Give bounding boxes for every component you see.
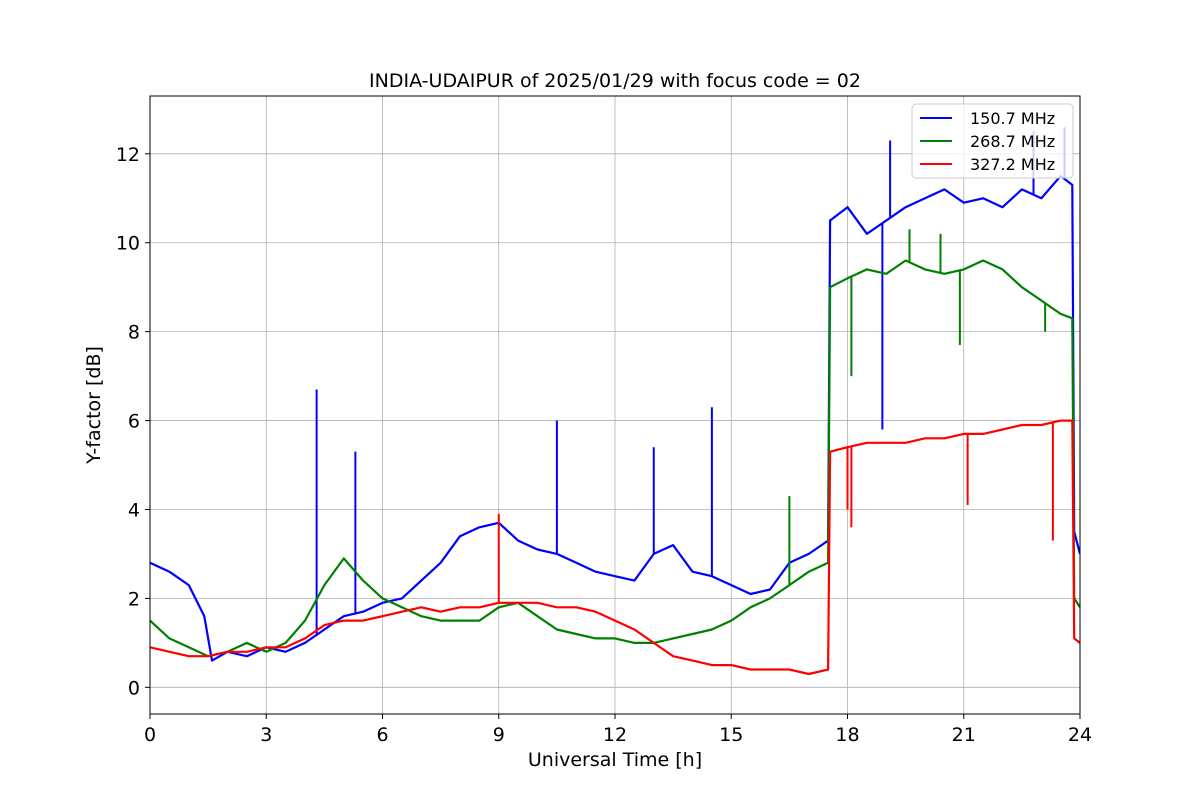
x-tick-label: 6 xyxy=(376,724,388,746)
legend-label: 268.7 MHz xyxy=(970,132,1055,151)
series-lines xyxy=(150,127,1080,676)
x-tick-label: 0 xyxy=(144,724,156,746)
y-tick-label: 4 xyxy=(128,499,140,521)
series-1-group xyxy=(150,229,1080,658)
x-tick-label: 12 xyxy=(603,724,627,746)
x-axis-label: Universal Time [h] xyxy=(528,749,702,771)
y-tick-label: 2 xyxy=(128,588,140,610)
y-tick-label: 8 xyxy=(128,322,140,344)
x-tick-label: 24 xyxy=(1068,724,1092,746)
x-tick-label: 9 xyxy=(493,724,505,746)
x-tick-label: 18 xyxy=(835,724,859,746)
legend-label: 327.2 MHz xyxy=(970,155,1055,174)
y-tick-label: 10 xyxy=(116,233,140,255)
series-line xyxy=(150,259,1080,658)
series-line xyxy=(150,419,1080,676)
y-tick-label: 6 xyxy=(128,411,140,433)
x-tick-label: 15 xyxy=(719,724,743,746)
series-2-group xyxy=(150,419,1080,676)
legend-label: 150.7 MHz xyxy=(970,109,1055,128)
chart-title: INDIA-UDAIPUR of 2025/01/29 with focus c… xyxy=(369,70,861,92)
legend: 150.7 MHz 268.7 MHz 327.2 MHz xyxy=(911,103,1074,179)
grid-lines xyxy=(149,96,1081,714)
y-axis-label: Y-factor [dB] xyxy=(83,346,105,465)
y-tick-label: 0 xyxy=(128,677,140,699)
x-tick-label: 3 xyxy=(260,724,272,746)
x-tick-label: 21 xyxy=(952,724,976,746)
series-line xyxy=(150,174,1080,662)
y-tick-label: 12 xyxy=(116,144,140,166)
legend-box xyxy=(911,103,1074,179)
